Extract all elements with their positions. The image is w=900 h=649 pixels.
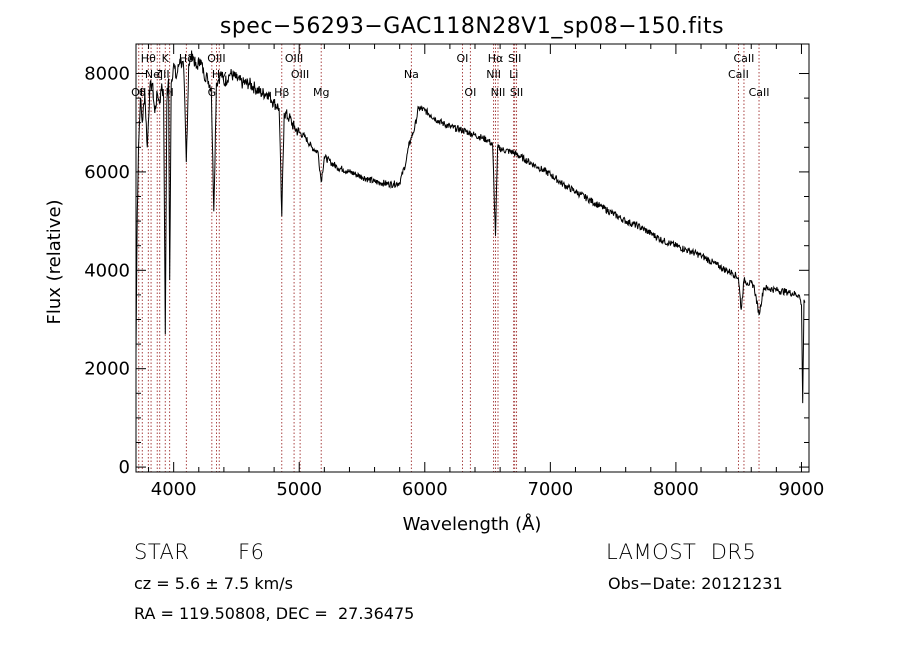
object-subclass: F6: [238, 540, 265, 564]
spectral-line-label: Na: [404, 68, 419, 81]
spectral-line-labels: OIIθHθηNeIIIζKHHδGOIIIHγHβOIIIOIIIMgNaOI…: [131, 52, 769, 99]
spectral-line-label: CaII: [733, 52, 754, 65]
redshift-velocity: cz = 5.6 ± 7.5 km/s: [134, 574, 293, 593]
spectral-line-label: NII: [486, 68, 501, 81]
spectral-line-label: ζ: [157, 68, 163, 81]
spectral-line-label: SII: [508, 52, 521, 65]
spectral-line-label: CaII: [749, 86, 770, 99]
y-tick-label: 0: [119, 457, 130, 478]
spectral-line-label: OI: [464, 86, 476, 99]
x-axis-label: Wavelength (Å): [403, 513, 542, 535]
spectral-line-label: Li: [509, 68, 518, 81]
x-tick-label: 7000: [527, 479, 573, 500]
x-axis: 4000 5000 6000 7000 8000 9000: [148, 44, 825, 500]
survey-release: LAMOST DR5: [606, 540, 757, 564]
x-tick-label: 8000: [653, 479, 699, 500]
y-tick-label: 6000: [84, 162, 130, 183]
object-class-label: STAR: [134, 540, 190, 564]
y-tick-label: 8000: [84, 64, 130, 85]
spectral-line-markers: [138, 44, 760, 472]
x-tick-label: 5000: [276, 479, 322, 500]
spectral-line-label: Hθ: [141, 52, 156, 65]
observation-date: Obs−Date: 20121231: [608, 574, 783, 593]
spectrum-series-line: [135, 50, 806, 404]
plot-frame: [135, 43, 810, 473]
spectral-line-label: K: [162, 52, 170, 65]
x-tick-label: 4000: [151, 479, 197, 500]
spectral-line-label: NeIII: [145, 68, 170, 81]
spectral-line-label: CaII: [728, 68, 749, 81]
spectral-line-label: OI: [457, 52, 469, 65]
spectral-line-label: SII: [510, 86, 523, 99]
spectral-line-label: Hβ: [274, 86, 289, 99]
spectral-line-label: Mg: [313, 86, 329, 99]
spectral-line-label: OII: [131, 86, 146, 99]
spectral-line-label: θ: [139, 86, 146, 99]
x-tick-label: 9000: [779, 479, 825, 500]
spectral-line-label: η: [148, 86, 155, 99]
y-axis-label: Flux (relative): [44, 199, 65, 324]
spectral-line-label: NII: [491, 86, 506, 99]
y-axis: 0 2000 4000 6000 8000: [84, 64, 809, 478]
spectral-line-label: OIII: [207, 52, 225, 65]
chart-title: spec−56293−GAC118N28V1_sp08−150.fits: [220, 14, 724, 39]
y-tick-label: 2000: [84, 359, 130, 380]
spectral-line-label: OIII: [285, 52, 303, 65]
spectral-line-label: H: [166, 86, 174, 99]
spectral-line-label: OIII: [291, 68, 309, 81]
sky-coordinates: RA = 119.50808, DEC = 27.36475: [134, 604, 415, 623]
y-tick-label: 4000: [84, 260, 130, 281]
x-tick-label: 6000: [402, 479, 448, 500]
spectral-line-label: Hα: [488, 52, 504, 65]
